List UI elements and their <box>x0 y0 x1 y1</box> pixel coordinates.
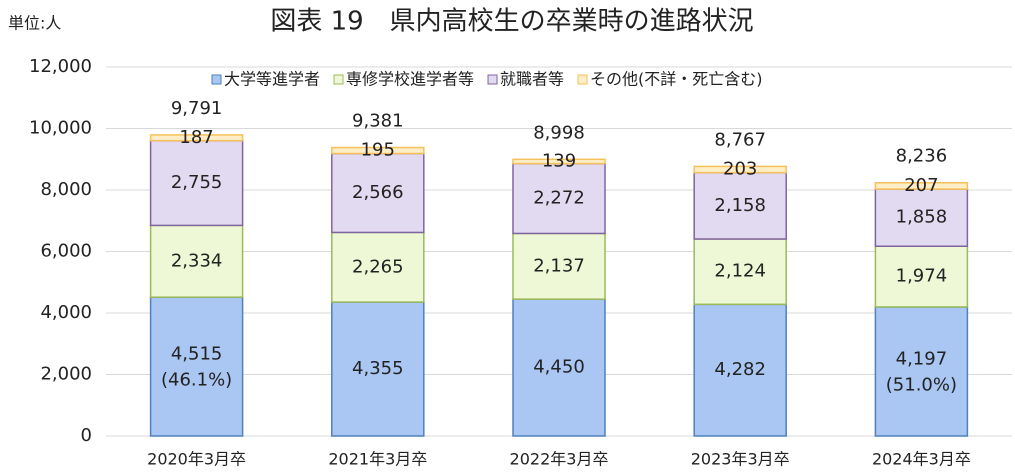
bar-segment <box>331 146 425 155</box>
value-label: 1,858 <box>896 207 948 228</box>
bar-segment <box>149 296 244 437</box>
y-tick-label: 2,000 <box>40 364 92 385</box>
value-label: 2,566 <box>352 182 404 203</box>
bar-segment <box>512 162 606 235</box>
value-label: 4,282 <box>714 359 766 380</box>
x-tick-label: 2021年3月卒 <box>328 450 427 469</box>
share-label: (46.1%) <box>161 370 232 391</box>
value-label: 187 <box>179 127 213 148</box>
total-label: 9,791 <box>171 98 223 119</box>
legend-swatch <box>211 74 222 85</box>
total-label: 8,236 <box>896 146 948 167</box>
chart-title: 図表 19 県内高校生の卒業時の進路状況 <box>270 7 753 37</box>
value-label: 195 <box>361 140 395 161</box>
bar-segment <box>874 245 969 308</box>
x-tick-label: 2020年3月卒 <box>147 450 246 469</box>
bar-segment <box>149 224 244 298</box>
value-label: 1,974 <box>896 266 948 287</box>
value-label: 4,450 <box>533 357 585 378</box>
bar-segment <box>331 152 425 234</box>
y-tick-label: 6,000 <box>40 241 92 262</box>
bar-segment <box>149 134 244 142</box>
bar-segment <box>874 181 969 190</box>
value-label: 203 <box>723 159 757 180</box>
legend-swatch <box>487 74 498 85</box>
value-label: 2,265 <box>352 256 404 277</box>
bar-segment <box>149 139 244 227</box>
value-label: 2,272 <box>533 188 585 209</box>
value-label: 139 <box>542 150 576 171</box>
value-label: 2,137 <box>533 255 585 276</box>
unit-label: 単位:人 <box>8 14 61 33</box>
bar-segment <box>693 171 787 240</box>
x-tick-label: 2023年3月卒 <box>691 450 790 469</box>
value-label: 2,755 <box>171 172 223 193</box>
legend-label: その他(不詳・死亡含む) <box>590 70 763 89</box>
value-label: 207 <box>904 175 938 196</box>
bar-segment <box>331 231 425 303</box>
y-tick-label: 12,000 <box>29 56 92 77</box>
y-tick-label: 0 <box>81 425 92 446</box>
bar-segment <box>874 188 969 247</box>
bar-segment <box>512 232 606 300</box>
legend-label: 大学等進学者 <box>224 70 320 89</box>
value-label: 4,515 <box>171 344 223 365</box>
value-label: 2,158 <box>714 195 766 216</box>
share-label: (51.0%) <box>886 374 957 395</box>
legend-label: 専修学校進学者等 <box>346 70 474 89</box>
bar-segment <box>512 298 606 437</box>
bar-segment <box>874 306 969 437</box>
y-tick-label: 8,000 <box>40 179 92 200</box>
bar-segment <box>693 165 787 174</box>
bar-segment <box>693 238 787 306</box>
legend-swatch <box>333 74 344 85</box>
total-label: 8,998 <box>533 122 585 143</box>
legend-swatch <box>577 74 588 85</box>
total-label: 8,767 <box>714 129 766 150</box>
bar-segment <box>331 301 425 437</box>
value-label: 4,355 <box>352 358 404 379</box>
x-tick-label: 2024年3月卒 <box>872 450 971 469</box>
x-tick-label: 2022年3月卒 <box>510 450 609 469</box>
value-label: 2,334 <box>171 250 223 271</box>
total-label: 9,381 <box>352 111 404 132</box>
value-label: 2,124 <box>714 261 766 282</box>
legend-label: 就職者等 <box>500 70 564 89</box>
value-label: 4,197 <box>896 348 948 369</box>
y-tick-label: 4,000 <box>40 302 92 323</box>
bar-segment <box>512 158 606 165</box>
y-tick-label: 10,000 <box>29 118 92 139</box>
